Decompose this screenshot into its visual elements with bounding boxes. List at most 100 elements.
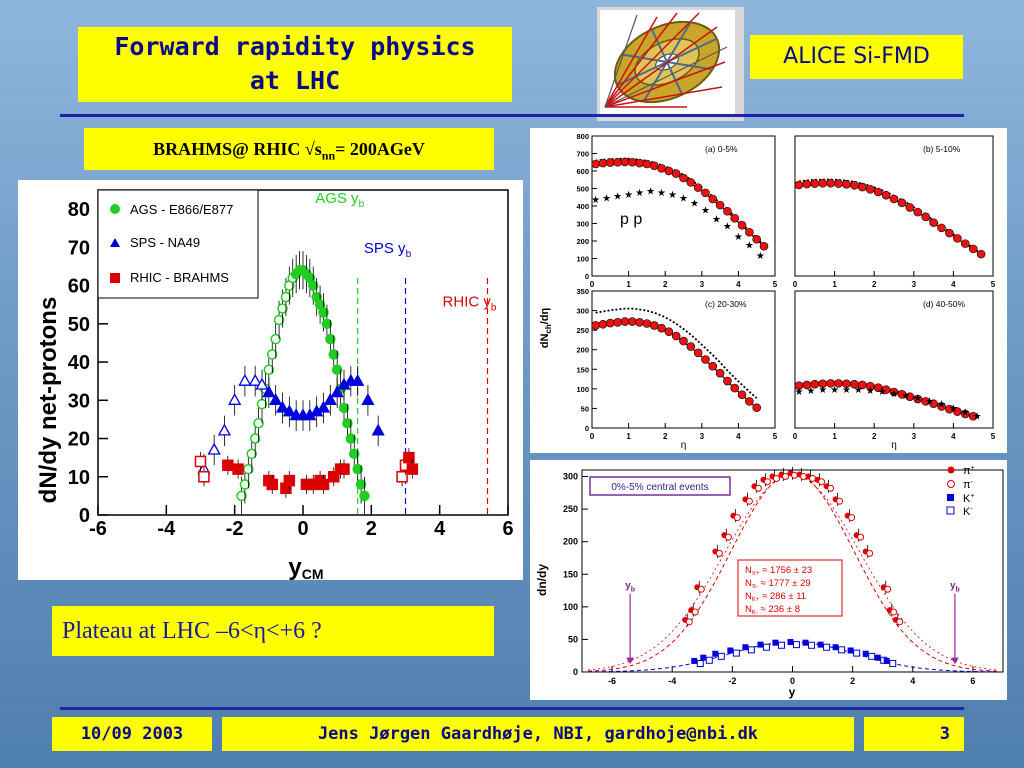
data-point-a [613,157,622,167]
dnch-ylabel: dNch/dη [539,307,553,348]
x-tick-label: 3 [700,432,705,441]
data-point-b [937,223,946,233]
data-point-b [873,187,883,197]
ags-point [359,490,370,502]
data-point-a [679,173,688,183]
ags-point [349,448,360,460]
pp-star-point: ★ [937,400,946,411]
y-tick-label: 500 [576,185,589,194]
pp-star-point: ★ [806,386,815,397]
beam-rapidity-label: SPS yb [364,240,412,260]
x-tick-label: 1 [626,280,631,289]
pp-star-point: ★ [679,193,688,204]
y-tick-label: 300 [563,472,578,482]
fit-result-line: Nπ+ ≈ 1756 ± 23 [745,565,812,577]
sps-point [282,404,296,417]
central-events-box: 0%-5% central events [589,476,731,496]
x-tick-label: -6 [89,518,107,540]
data-point-a [664,166,674,176]
pp-star-point: ★ [890,389,899,400]
x-tick-label: 2 [850,676,855,686]
data-point-a [620,157,630,167]
x-tick-label: 3 [912,432,917,441]
x-tick-label: -2 [728,676,736,686]
sps-point [207,442,221,455]
pion-minus-point [763,478,771,486]
ags-point [280,291,292,303]
panel-label-a: (a) 0-5% [705,144,738,154]
y-tick-label: 150 [563,569,578,579]
x-tick-label: 5 [991,280,996,289]
x-tick-label: 0 [297,518,308,540]
rhic-point [283,474,296,487]
data-point-c [591,321,600,330]
kaon-plus-point [802,639,809,646]
data-point-d [921,397,930,406]
sps-point [371,423,385,436]
pp-star-point: ★ [794,387,803,398]
beam-rapidity-arrowhead [626,657,635,665]
svg-text:K-: K- [963,506,973,518]
data-point-c [701,355,710,364]
pp-star-point: ★ [818,385,827,396]
data-point-c [715,368,725,378]
pion-minus-point [697,585,705,593]
x-tick-label: 2 [366,518,377,540]
slide-title-line2: at LHC [249,66,341,95]
data-point-a [693,183,703,192]
y-tick-label: 250 [576,326,589,335]
data-point-b [834,179,843,188]
pion-minus-point [733,514,741,522]
header-divider [60,114,964,117]
data-point-b [818,178,828,188]
pp-star-point: ★ [973,411,982,422]
data-point-b [953,234,962,243]
ags-point [308,280,319,291]
kaon-plus-point [691,657,698,664]
dnch-deta-chart-panel: (a) 0-5% 0 1 2 3 4 5 0 100 200 300 400 500 600 700 800 ★… [530,128,1007,453]
data-point-a [598,158,608,168]
x-tick-label: 0 [590,280,595,289]
x-tick-label: 3 [912,280,917,289]
ags-point [273,314,285,326]
pp-star-point: ★ [913,393,922,404]
x-axis-label: η [891,440,897,451]
kaon-minus-point [717,652,725,660]
legend-rhic: RHIC - BRAHMS [130,270,229,285]
x-tick-label: 0 [793,432,798,441]
y-tick-label: 300 [576,220,589,229]
data-point-d [937,402,946,411]
data-point-b [850,181,859,190]
data-point-b [929,218,938,227]
plateau-caption: Plateau at LHC –6<η<+6 ? [52,606,494,656]
pp-star-point: ★ [602,193,611,204]
pp-star-point: ★ [591,195,600,206]
data-point-a [606,158,615,167]
legend-ags: AGS - E866/E877 [130,202,233,217]
kaon-minus-point [696,660,704,668]
kaon-minus-point [762,643,770,651]
kaon-plus-point [883,657,890,664]
data-point-a [708,194,718,204]
x-tick-label: -4 [668,676,676,686]
data-point-a [745,227,754,237]
x-tick-label: -2 [226,518,244,540]
x-tick-label: 6 [502,518,513,540]
panel-frame-a [591,135,776,277]
y-tick-label: 200 [576,346,589,355]
x-tick-label: 0 [590,432,595,441]
pp-star-point: ★ [830,385,839,396]
pp-star-point: ★ [745,241,754,252]
rhic-point [406,463,419,475]
kaon-minus-point [705,656,713,664]
panel-label-d: (d) 40-50% [923,299,965,309]
kaon-minus-point [868,652,876,660]
pp-star-point: ★ [635,188,644,199]
x-tick-label: 3 [700,280,705,289]
x-tick-label: 1 [832,280,837,289]
pp-star-point: ★ [723,221,732,232]
pp-star-point: ★ [613,192,622,203]
data-point-b [794,180,804,190]
data-point-c [745,397,754,406]
